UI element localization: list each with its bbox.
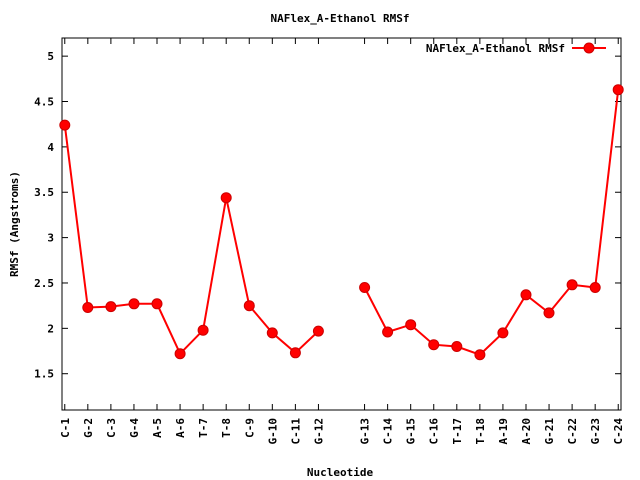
- series-group: [59, 84, 624, 361]
- data-point-C-3: [105, 301, 117, 313]
- y-tick-label: 3.5: [34, 186, 54, 199]
- data-point-C-11: [289, 347, 301, 359]
- x-tick-label: T-8: [220, 418, 233, 438]
- x-tick-label: C-3: [105, 418, 118, 438]
- x-tick-label: T-17: [451, 418, 464, 445]
- x-tick-label: C-24: [612, 418, 625, 445]
- data-point-G-4: [128, 298, 140, 310]
- plot-frame: [61, 37, 622, 411]
- chart-title: NAFlex_A-Ethanol RMSf: [270, 12, 409, 25]
- x-tick-label: C-16: [428, 418, 441, 445]
- y-tick-label: 2: [47, 322, 54, 335]
- y-tick-label: 1.5: [34, 368, 54, 381]
- data-point-A-6: [174, 348, 186, 360]
- x-tick-label: G-15: [405, 418, 418, 445]
- data-point-T-7: [197, 324, 209, 336]
- data-point-C-14: [382, 326, 394, 338]
- x-tick-label: T-18: [474, 418, 487, 445]
- y-tick-label: 3: [47, 232, 54, 245]
- data-point-A-19: [497, 327, 509, 339]
- x-tick-label: G-4: [128, 418, 141, 438]
- data-point-G-23: [589, 282, 601, 293]
- x-tick-label: G-13: [359, 418, 372, 445]
- x-tick-label: A-19: [497, 418, 510, 445]
- x-axis: C-1 G-2 C-3 G-4 A-5 A-6 T-7 T-8 C-9 G-10 C-11 G-12 G…: [59, 38, 625, 445]
- data-point-C-16: [428, 339, 440, 351]
- data-point-A-20: [520, 289, 532, 301]
- y-tick-label: 5: [47, 50, 54, 63]
- y-tick-label: 4.5: [34, 96, 54, 109]
- x-tick-label: C-22: [566, 418, 579, 445]
- data-point-T-8: [220, 192, 232, 204]
- x-tick-label: C-14: [382, 418, 395, 445]
- legend: NAFlex_A-Ethanol RMSf: [426, 42, 606, 55]
- x-axis-label: Nucleotide: [307, 466, 374, 479]
- data-point-G-15: [405, 319, 417, 331]
- x-tick-label: A-6: [174, 418, 187, 438]
- series-line-segment-1: [63, 124, 320, 356]
- data-point-C-24: [612, 84, 624, 96]
- data-point-C-22: [566, 279, 578, 291]
- data-point-A-5: [151, 298, 163, 310]
- data-point-T-17: [451, 341, 463, 352]
- x-tick-label: A-20: [520, 418, 533, 445]
- x-tick-label: A-5: [151, 418, 164, 438]
- x-tick-label: G-2: [82, 418, 95, 438]
- data-point-G-12: [312, 325, 324, 337]
- data-point-G-13: [359, 282, 371, 293]
- y-tick-label: 4: [47, 141, 54, 154]
- x-tick-label: G-10: [266, 418, 279, 445]
- series-line-segment-2: [363, 89, 620, 356]
- x-tick-label: T-7: [197, 418, 210, 438]
- legend-marker: [583, 42, 595, 54]
- data-point-G-2: [82, 302, 94, 313]
- data-point-C-1: [59, 119, 71, 131]
- x-tick-label: G-21: [543, 418, 556, 445]
- data-point-C-9: [243, 300, 255, 312]
- y-tick-label: 2.5: [34, 277, 54, 290]
- data-point-T-18: [474, 349, 486, 361]
- data-point-G-21: [543, 307, 555, 319]
- y-axis: 1.5 2 2.5 3 3.5 4 4.5 5: [34, 50, 621, 381]
- x-tick-label: C-9: [243, 418, 256, 438]
- x-tick-label: G-12: [312, 418, 325, 445]
- x-tick-label: C-1: [59, 418, 72, 438]
- y-axis-label: RMSf (Angstroms): [8, 171, 21, 277]
- legend-label: NAFlex_A-Ethanol RMSf: [426, 42, 565, 55]
- x-tick-label: G-23: [589, 418, 602, 445]
- x-tick-label: C-11: [289, 418, 302, 445]
- data-point-G-10: [266, 327, 278, 339]
